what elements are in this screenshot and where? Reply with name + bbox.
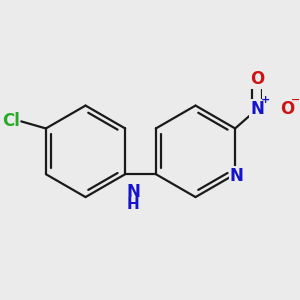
Text: H: H (127, 197, 140, 212)
Text: Cl: Cl (2, 112, 20, 130)
Text: O: O (280, 100, 294, 118)
Text: O: O (250, 70, 264, 88)
Text: +: + (261, 95, 271, 105)
Text: N: N (127, 183, 140, 201)
Text: N: N (230, 167, 244, 185)
Text: N: N (250, 100, 264, 118)
Text: −: − (291, 95, 300, 105)
